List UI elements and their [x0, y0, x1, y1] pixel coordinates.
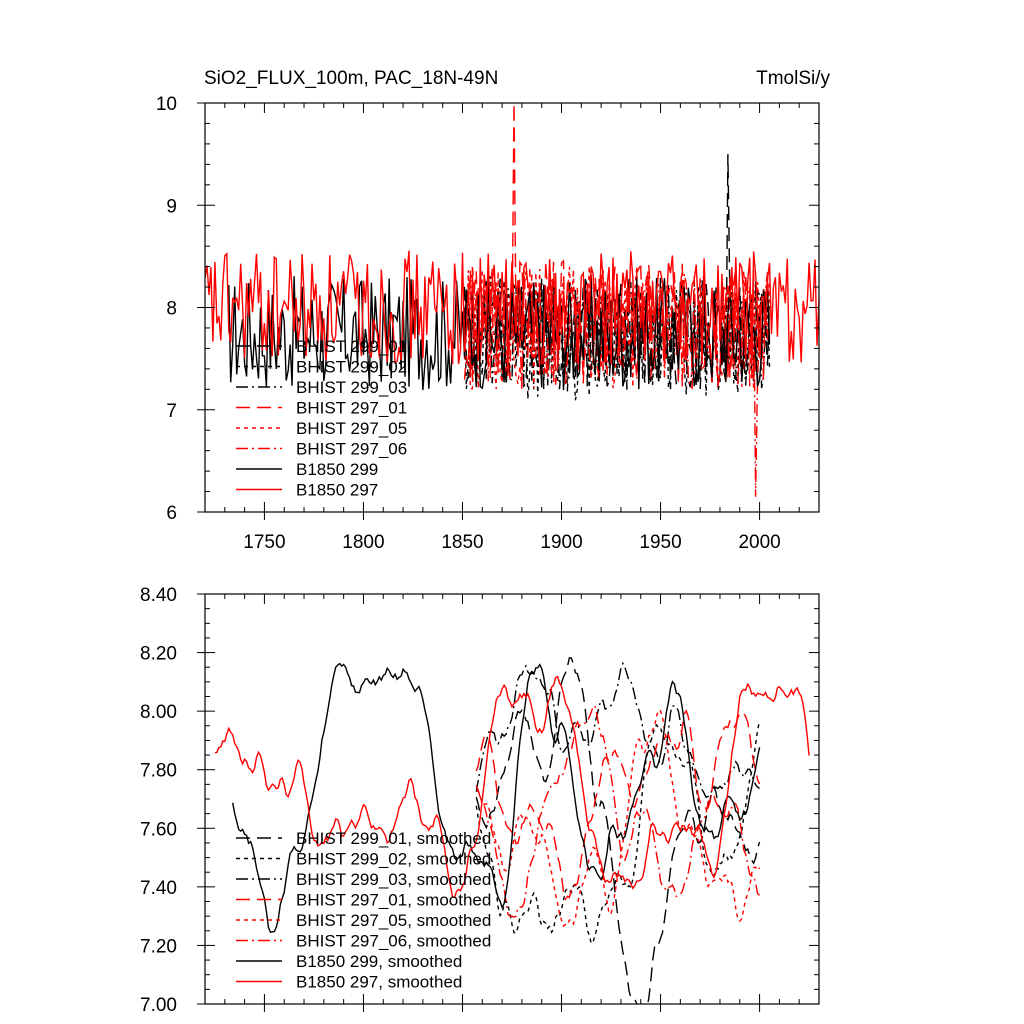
- y-tick-label: 7.00: [140, 995, 177, 1016]
- legend-label-0: BHIST 299_01: [296, 337, 407, 356]
- series-group: [214, 657, 810, 1004]
- legend-label-7: B1850 297, smoothed: [296, 973, 462, 992]
- x-tick-label: 2000: [738, 532, 780, 553]
- y-tick-label: 7.40: [140, 878, 177, 899]
- legend-label-4: BHIST 297_05: [296, 419, 407, 438]
- legend-label-2: BHIST 299_03: [296, 378, 407, 397]
- legend-label-2: BHIST 299_03, smoothed: [296, 870, 491, 889]
- top-panel-units: TmolSi/y: [756, 68, 830, 89]
- y-tick-label: 7.80: [140, 761, 177, 782]
- y-tick-label: 10: [156, 94, 177, 115]
- legend-label-1: BHIST 299_02: [296, 358, 407, 377]
- y-tick-label: 8: [166, 299, 177, 320]
- top-panel-title: SiO2_FLUX_100m, PAC_18N-49N: [204, 68, 498, 89]
- x-tick-label: 1850: [441, 532, 483, 553]
- legend-label-7: B1850 297: [296, 481, 378, 500]
- x-tick-label: 1950: [639, 532, 681, 553]
- series-line-4: [476, 709, 761, 928]
- series-line-1: [463, 276, 771, 401]
- top-panel-plot: 1750 1800 1850 1900 1950 2000 6 7 8 9 10 BHIST 299_…: [156, 94, 820, 553]
- legend-label-6: B1850 299: [296, 460, 378, 479]
- legend-label-1: BHIST 299_02, smoothed: [296, 850, 491, 869]
- y-tick-label: 7.20: [140, 936, 177, 957]
- series-line-6: [232, 662, 761, 934]
- y-tick-label: 8.40: [140, 585, 177, 606]
- legend: BHIST 299_01, smoothed BHIST 299_02, smoo…: [236, 829, 491, 992]
- y-tick-label: 6: [166, 503, 177, 524]
- series-line-5: [475, 705, 761, 918]
- legend-label-4: BHIST 297_05, smoothed: [296, 911, 491, 930]
- y-tick-label: 9: [166, 196, 177, 217]
- series-line-7: [205, 250, 819, 365]
- legend-label-3: BHIST 297_01, smoothed: [296, 891, 491, 910]
- series-group: [205, 103, 819, 497]
- x-tick-label: 1900: [540, 532, 582, 553]
- legend-label-5: BHIST 297_06, smoothed: [296, 932, 491, 951]
- y-tick-label: 8.20: [140, 644, 177, 665]
- x-tick-label: 1750: [243, 532, 285, 553]
- series-line-3: [475, 709, 761, 901]
- x-tick-label: 1800: [342, 532, 384, 553]
- y-tick-label: 7: [166, 401, 177, 422]
- legend-label-5: BHIST 297_06: [296, 440, 407, 459]
- series-line-7: [214, 675, 810, 899]
- legend-label-0: BHIST 299_01, smoothed: [296, 829, 491, 848]
- legend-label-6: B1850 299, smoothed: [296, 952, 462, 971]
- legend-label-3: BHIST 297_01: [296, 399, 407, 418]
- series-line-2: [475, 661, 760, 799]
- bottom-panel-plot: 7.00 7.20 7.40 7.60 7.80 8.00 8.20 8.40 BHIST 29…: [140, 585, 820, 1016]
- y-tick-label: 8.00: [140, 702, 177, 723]
- y-tick-label: 7.60: [140, 819, 177, 840]
